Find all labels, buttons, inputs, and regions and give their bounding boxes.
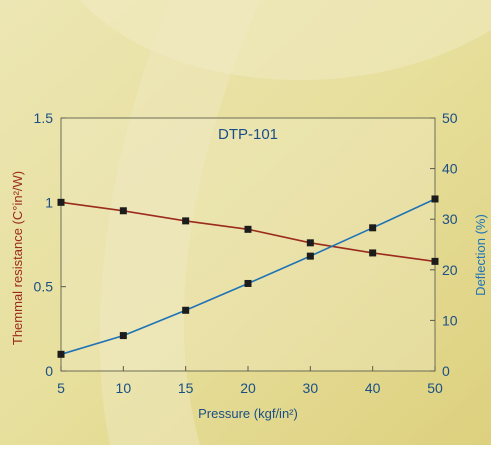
background-swoosh <box>99 0 260 445</box>
chart-title: DTP-101 <box>218 126 278 143</box>
data-point <box>182 217 190 225</box>
data-point <box>306 239 314 247</box>
data-point <box>57 198 65 206</box>
left-tick-label: 1.5 <box>34 110 54 126</box>
left-axis-label: Themmal resistance (C°in²/W) <box>10 171 25 345</box>
x-tick-label: 20 <box>240 380 256 396</box>
right-tick-label: 0 <box>442 363 450 379</box>
data-point <box>306 252 314 260</box>
series-layer <box>57 195 439 358</box>
x-tick-label: 50 <box>427 380 443 396</box>
data-point <box>244 279 252 287</box>
data-point <box>431 195 439 203</box>
left-tick-label: 1 <box>45 194 53 210</box>
right-tick-label: 50 <box>442 110 458 126</box>
x-tick-label: 40 <box>365 380 381 396</box>
x-tick-label: 30 <box>303 380 319 396</box>
data-point <box>119 207 127 215</box>
x-tick-label: 5 <box>57 380 65 396</box>
data-point <box>431 257 439 265</box>
right-tick-label: 10 <box>442 312 458 328</box>
data-point <box>369 249 377 257</box>
right-axis-label: Deflection (%) <box>473 214 488 296</box>
data-point <box>369 224 377 232</box>
left-tick-label: 0 <box>45 363 53 379</box>
plot-area <box>60 117 436 372</box>
right-tick-label: 20 <box>442 262 458 278</box>
data-point <box>57 350 65 358</box>
left-tick-label: 0.5 <box>34 279 54 295</box>
data-point <box>244 225 252 233</box>
data-point <box>182 306 190 314</box>
right-tick-label: 40 <box>442 161 458 177</box>
x-tick-label: 10 <box>116 380 132 396</box>
background-arc <box>80 0 491 81</box>
x-axis-label: Pressure (kgf/in²) <box>198 406 298 421</box>
x-tick-label: 15 <box>178 380 194 396</box>
data-point <box>119 332 127 340</box>
right-tick-label: 30 <box>442 211 458 227</box>
